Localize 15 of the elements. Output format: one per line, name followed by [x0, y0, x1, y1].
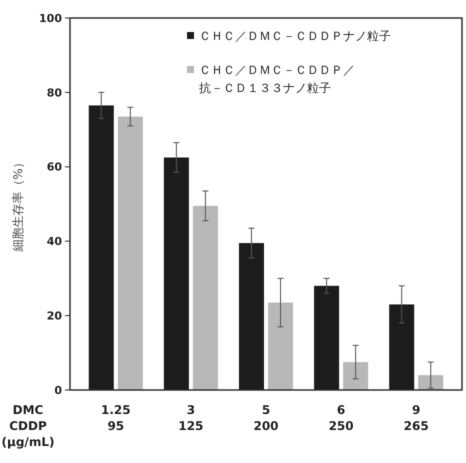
y-tick-label: 60	[46, 160, 62, 174]
legend-label: ＣＨＣ／ＤＭＣ－ＣＤＤＰナノ粒子	[199, 29, 391, 43]
y-tick-label: 0	[54, 384, 62, 397]
x-tick-label: 1.25 95	[101, 403, 131, 433]
y-tick-label: 20	[46, 309, 62, 322]
x-tick-label: 6 250	[328, 403, 354, 433]
y-tick-label: 80	[46, 86, 62, 100]
x-axis-title: DMC CDDP (μg/mL)	[2, 403, 54, 449]
legend-label: ＣＨＣ／ＤＭＣ－ＣＤＤＰ／抗－ＣＤ１３３ナノ粒子	[199, 63, 355, 95]
y-axis-title: 細胞生存率（%）	[11, 156, 25, 253]
x-tick-label: 3 125	[178, 403, 204, 433]
x-tick-label: 5 200	[253, 403, 279, 433]
x-tick-label: 9 265	[404, 403, 429, 433]
y-tick-label: 100	[39, 12, 62, 25]
y-tick-label: 40	[46, 235, 62, 248]
